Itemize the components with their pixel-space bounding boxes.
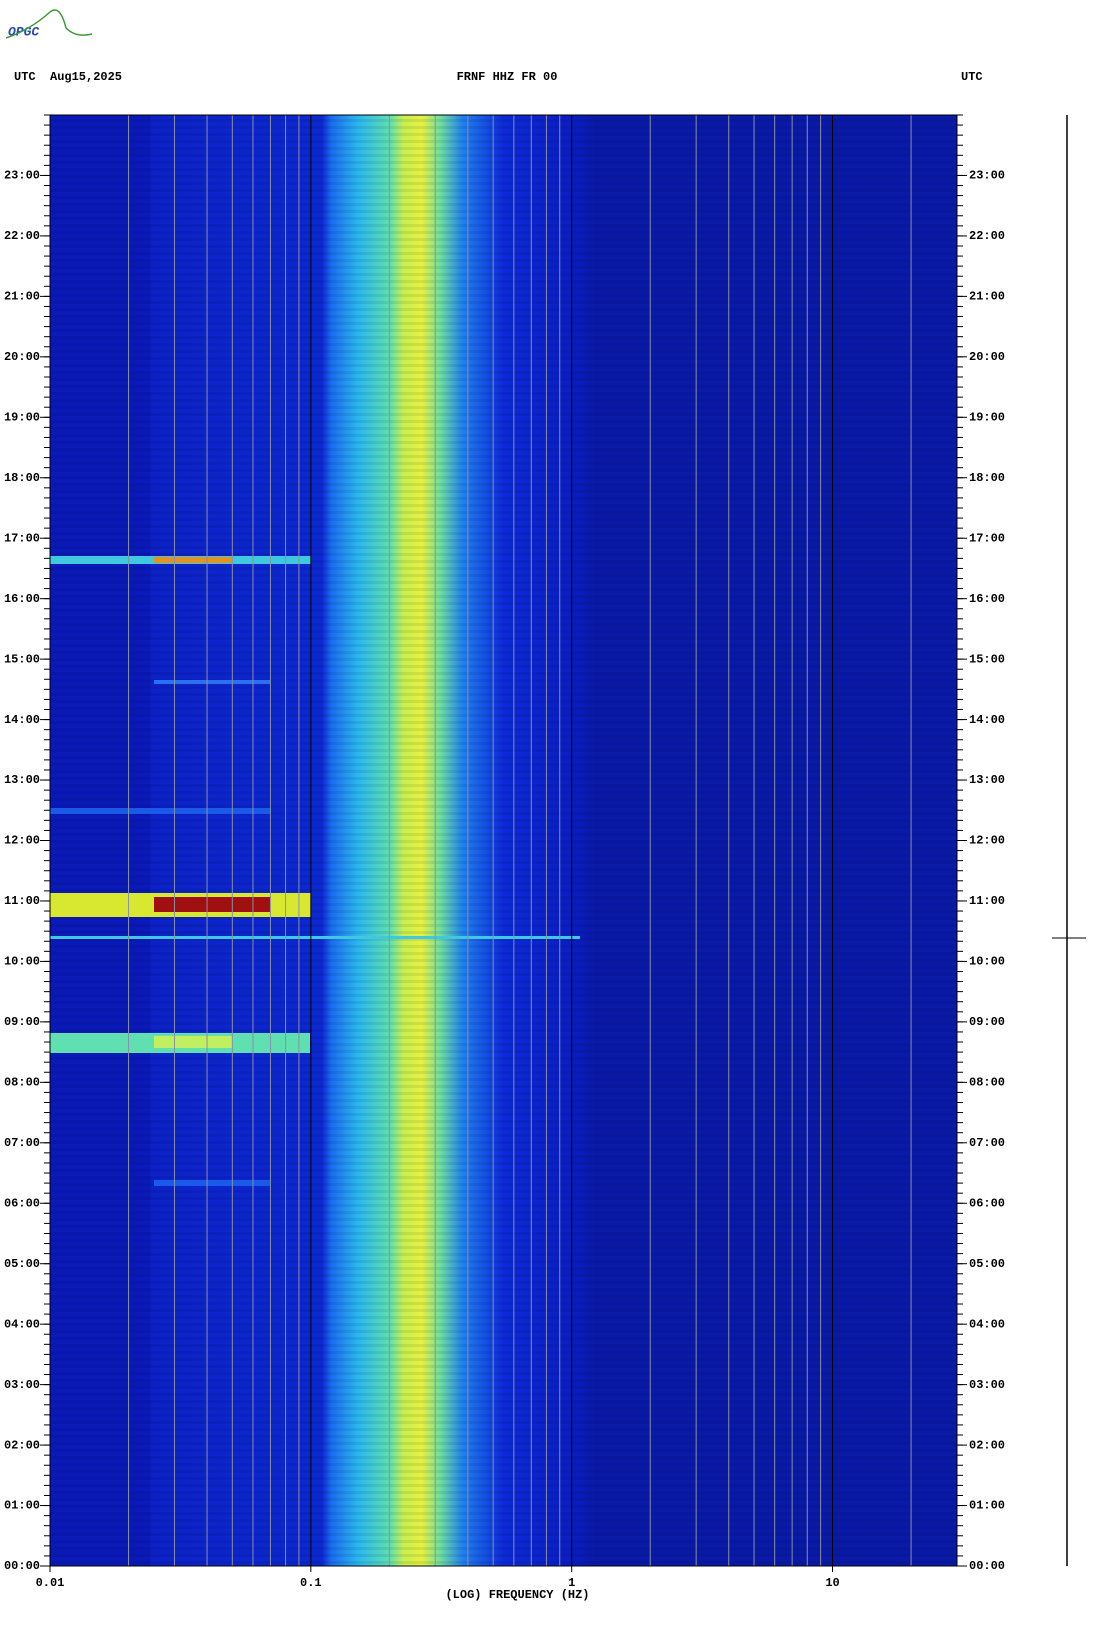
y-tick-label-right: 23:00 xyxy=(969,169,1005,183)
y-tick-label: 00:00 xyxy=(4,1559,40,1573)
y-tick-label: 08:00 xyxy=(4,1076,40,1090)
x-axis-label: (LOG) FREQUENCY (HZ) xyxy=(445,1588,589,1602)
y-tick-label-right: 09:00 xyxy=(969,1015,1005,1029)
date: Aug15,2025 xyxy=(50,70,122,84)
y-tick-label: 13:00 xyxy=(4,773,40,787)
chart-title: FRNF HHZ FR 00 xyxy=(457,70,558,84)
spectrogram-texture xyxy=(50,115,957,1566)
plot-frame xyxy=(49,114,958,1567)
y-tick-label: 06:00 xyxy=(4,1196,40,1210)
y-tick-label-right: 11:00 xyxy=(969,894,1005,908)
event-band xyxy=(154,680,270,684)
y-tick-label: 18:00 xyxy=(4,471,40,485)
y-tick-label-right: 05:00 xyxy=(969,1257,1005,1271)
y-tick-label: 12:00 xyxy=(4,834,40,848)
y-tick-label-right: 20:00 xyxy=(969,350,1005,364)
y-tick-label: 01:00 xyxy=(4,1499,40,1513)
title-right: UTC xyxy=(961,70,983,84)
y-tick-label: 15:00 xyxy=(4,652,40,666)
y-tick-label-right: 07:00 xyxy=(969,1136,1005,1150)
y-tick-label-right: 03:00 xyxy=(969,1378,1005,1392)
event-band-core xyxy=(154,897,270,912)
y-tick-label: 19:00 xyxy=(4,410,40,424)
y-tick-label: 07:00 xyxy=(4,1136,40,1150)
y-tick-label-right: 06:00 xyxy=(969,1196,1005,1210)
event-line xyxy=(50,936,580,939)
y-tick-label: 23:00 xyxy=(4,169,40,183)
logo-swoosh xyxy=(5,9,93,39)
x-tick-label: 0.01 xyxy=(36,1576,65,1590)
y-tick-label-right: 04:00 xyxy=(969,1317,1005,1331)
spectrogram xyxy=(50,115,957,1566)
event-band xyxy=(154,1180,270,1186)
y-tick-label-right: 10:00 xyxy=(969,955,1005,969)
x-tick-label: 1 xyxy=(568,1576,575,1590)
y-tick-label: 14:00 xyxy=(4,713,40,727)
y-tick-label-right: 12:00 xyxy=(969,834,1005,848)
x-tick-label: 10 xyxy=(825,1576,839,1590)
y-tick-label-right: 00:00 xyxy=(969,1559,1005,1573)
event-band-core xyxy=(154,557,232,563)
y-tick-label-right: 15:00 xyxy=(969,652,1005,666)
y-tick-label-right: 21:00 xyxy=(969,290,1005,304)
y-tick-label: 04:00 xyxy=(4,1317,40,1331)
y-tick-label: 17:00 xyxy=(4,531,40,545)
title-left: UTC xyxy=(14,70,36,84)
event-band xyxy=(50,808,270,814)
x-tick-label: 0.1 xyxy=(300,1576,322,1590)
y-tick-label-right: 08:00 xyxy=(969,1076,1005,1090)
y-tick-label-right: 02:00 xyxy=(969,1438,1005,1452)
y-tick-label: 10:00 xyxy=(4,955,40,969)
y-tick-label-right: 01:00 xyxy=(969,1499,1005,1513)
y-tick-label: 02:00 xyxy=(4,1438,40,1452)
y-tick-label: 22:00 xyxy=(4,229,40,243)
y-tick-label: 20:00 xyxy=(4,350,40,364)
y-tick-label-right: 22:00 xyxy=(969,229,1005,243)
y-tick-label: 09:00 xyxy=(4,1015,40,1029)
y-tick-label: 03:00 xyxy=(4,1378,40,1392)
y-tick-label-right: 17:00 xyxy=(969,531,1005,545)
y-tick-label-right: 13:00 xyxy=(969,773,1005,787)
y-tick-label-right: 14:00 xyxy=(969,713,1005,727)
event-band-core xyxy=(154,1036,232,1048)
y-tick-label-right: 18:00 xyxy=(969,471,1005,485)
y-tick-label: 11:00 xyxy=(4,894,40,908)
logo: OPGC xyxy=(8,24,39,39)
y-tick-label: 16:00 xyxy=(4,592,40,606)
y-tick-label: 21:00 xyxy=(4,290,40,304)
y-tick-label-right: 16:00 xyxy=(969,592,1005,606)
y-tick-label: 05:00 xyxy=(4,1257,40,1271)
y-tick-label-right: 19:00 xyxy=(969,410,1005,424)
